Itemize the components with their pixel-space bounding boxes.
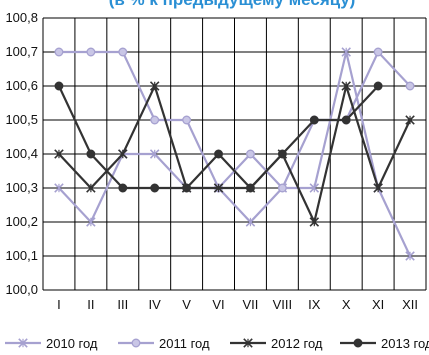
point-marker <box>243 338 253 348</box>
point-marker <box>182 115 192 125</box>
legend-item: 2010 год <box>5 336 98 351</box>
x-tick-label: VIII <box>273 297 293 312</box>
point-marker <box>341 47 351 57</box>
y-tick-label: 100,8 <box>5 10 38 25</box>
point-marker <box>309 217 320 227</box>
point-marker <box>277 183 287 193</box>
point-marker <box>309 115 319 125</box>
point-marker <box>405 81 415 91</box>
point-marker <box>246 183 255 193</box>
series-line <box>58 51 412 257</box>
point-marker <box>131 338 141 348</box>
point-marker <box>86 183 96 193</box>
point-marker <box>54 183 64 193</box>
point-marker <box>341 81 351 91</box>
point-marker <box>54 47 64 57</box>
point-marker <box>118 183 128 193</box>
point-marker <box>18 338 28 348</box>
legend-label: 2010 год <box>46 336 98 351</box>
series-4 <box>54 81 383 193</box>
y-tick-label: 100,7 <box>5 44 38 59</box>
y-axis: 100,0 100,1 100,2 100,3 100,4 100,5 100,6 100,7… <box>5 10 38 297</box>
point-marker <box>373 183 383 193</box>
x-tick-label: VI <box>212 297 224 312</box>
point-marker <box>214 149 223 159</box>
point-marker <box>353 338 363 348</box>
legend-label: 2011 год <box>159 336 210 351</box>
x-tick-label: I <box>57 297 61 312</box>
legend-item: 2012 год <box>230 336 323 351</box>
point-marker <box>341 115 351 125</box>
x-tick-label: X <box>342 297 351 312</box>
point-marker <box>246 149 255 159</box>
chart-title: (в % к предыдущему месяцу) <box>109 0 356 9</box>
point-marker <box>54 81 64 91</box>
y-tick-label: 100,3 <box>5 180 38 195</box>
point-marker <box>182 183 192 193</box>
point-marker <box>118 149 128 159</box>
point-marker <box>277 149 287 159</box>
point-marker <box>150 115 160 125</box>
point-marker <box>149 81 160 91</box>
legend: 2010 год 2011 год 2012 год 2013 год <box>5 336 429 351</box>
series <box>54 47 415 261</box>
y-tick-label: 100,5 <box>5 112 38 127</box>
point-marker <box>405 251 415 261</box>
point-marker <box>149 149 160 159</box>
y-tick-label: 100,1 <box>5 248 38 263</box>
point-marker <box>405 115 415 125</box>
point-marker <box>373 47 383 57</box>
x-axis: I II III IV V VI VII VIII IX X XI XII <box>57 297 418 312</box>
y-tick-label: 100,6 <box>5 78 38 93</box>
series-line <box>58 81 412 226</box>
x-tick-label: II <box>87 297 94 312</box>
x-tick-label: III <box>117 297 128 312</box>
x-tick-label: VII <box>243 297 259 312</box>
x-tick-label: XII <box>402 297 418 312</box>
x-tick-label: IX <box>308 297 321 312</box>
x-tick-label: V <box>182 297 191 312</box>
point-marker <box>150 183 160 193</box>
point-marker <box>118 47 128 57</box>
point-marker <box>54 149 64 159</box>
point-marker <box>309 183 320 193</box>
point-marker <box>245 217 256 227</box>
legend-label: 2012 год <box>271 336 323 351</box>
x-tick-label: IV <box>149 297 162 312</box>
legend-item: 2011 год <box>118 336 210 351</box>
point-marker <box>86 217 96 227</box>
point-marker <box>86 47 96 57</box>
y-tick-label: 100,2 <box>5 214 38 229</box>
y-tick-label: 100,4 <box>5 146 38 161</box>
point-marker <box>373 81 383 91</box>
point-marker <box>213 183 224 193</box>
y-tick-label: 100,0 <box>5 282 38 297</box>
legend-item: 2013 год <box>340 336 429 351</box>
x-tick-label: XI <box>372 297 384 312</box>
point-marker <box>86 149 96 159</box>
legend-label: 2013 год <box>381 336 429 351</box>
